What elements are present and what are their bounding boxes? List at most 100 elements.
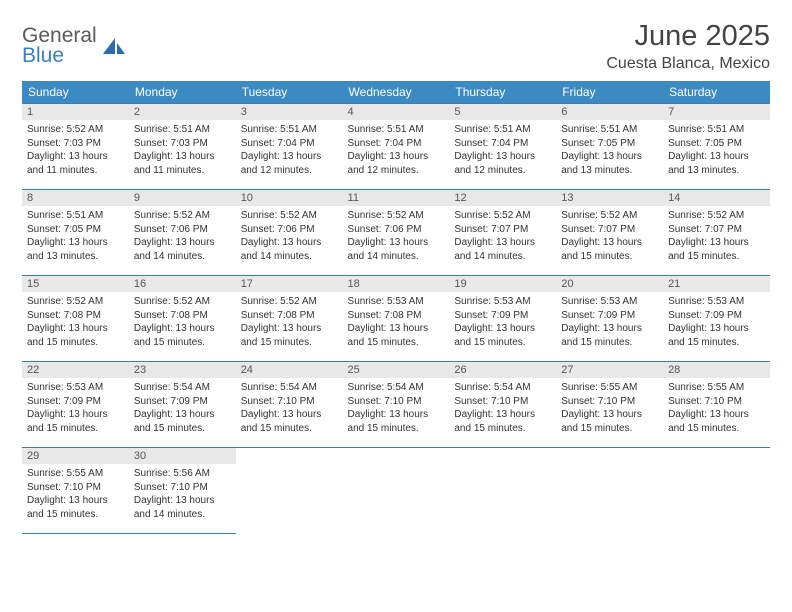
day-number: 3 xyxy=(236,104,343,120)
calendar-cell: 22Sunrise: 5:53 AMSunset: 7:09 PMDayligh… xyxy=(22,362,129,448)
title-block: June 2025 Cuesta Blanca, Mexico xyxy=(606,20,770,73)
day-number: 6 xyxy=(556,104,663,120)
calendar-cell: 17Sunrise: 5:52 AMSunset: 7:08 PMDayligh… xyxy=(236,276,343,362)
calendar-cell: 1Sunrise: 5:52 AMSunset: 7:03 PMDaylight… xyxy=(22,104,129,190)
logo-line2: Blue xyxy=(22,44,64,67)
calendar-cell: 25Sunrise: 5:54 AMSunset: 7:10 PMDayligh… xyxy=(343,362,450,448)
calendar-row: 22Sunrise: 5:53 AMSunset: 7:09 PMDayligh… xyxy=(22,362,770,448)
day-details: Sunrise: 5:51 AMSunset: 7:04 PMDaylight:… xyxy=(449,120,556,181)
day-details: Sunrise: 5:53 AMSunset: 7:09 PMDaylight:… xyxy=(556,292,663,353)
day-number: 30 xyxy=(129,448,236,464)
calendar-cell: 23Sunrise: 5:54 AMSunset: 7:09 PMDayligh… xyxy=(129,362,236,448)
weekday-header: Saturday xyxy=(663,81,770,104)
day-number: 7 xyxy=(663,104,770,120)
day-number: 25 xyxy=(343,362,450,378)
day-details: Sunrise: 5:55 AMSunset: 7:10 PMDaylight:… xyxy=(22,464,129,525)
day-details: Sunrise: 5:51 AMSunset: 7:04 PMDaylight:… xyxy=(236,120,343,181)
day-details: Sunrise: 5:51 AMSunset: 7:05 PMDaylight:… xyxy=(663,120,770,181)
day-details: Sunrise: 5:52 AMSunset: 7:08 PMDaylight:… xyxy=(129,292,236,353)
day-details: Sunrise: 5:53 AMSunset: 7:09 PMDaylight:… xyxy=(663,292,770,353)
logo-text: General Blue xyxy=(22,26,97,66)
calendar-row: 15Sunrise: 5:52 AMSunset: 7:08 PMDayligh… xyxy=(22,276,770,362)
weekday-header: Sunday xyxy=(22,81,129,104)
day-number: 29 xyxy=(22,448,129,464)
calendar-cell: 19Sunrise: 5:53 AMSunset: 7:09 PMDayligh… xyxy=(449,276,556,362)
day-number: 18 xyxy=(343,276,450,292)
calendar-cell: 21Sunrise: 5:53 AMSunset: 7:09 PMDayligh… xyxy=(663,276,770,362)
calendar-cell: 7Sunrise: 5:51 AMSunset: 7:05 PMDaylight… xyxy=(663,104,770,190)
calendar-cell: 10Sunrise: 5:52 AMSunset: 7:06 PMDayligh… xyxy=(236,190,343,276)
weekday-header: Wednesday xyxy=(343,81,450,104)
day-number: 12 xyxy=(449,190,556,206)
logo-sail-icon xyxy=(101,36,127,58)
calendar-cell xyxy=(449,448,556,534)
calendar-body: 1Sunrise: 5:52 AMSunset: 7:03 PMDaylight… xyxy=(22,104,770,534)
day-number: 4 xyxy=(343,104,450,120)
weekday-header: Tuesday xyxy=(236,81,343,104)
day-number: 27 xyxy=(556,362,663,378)
day-details: Sunrise: 5:52 AMSunset: 7:07 PMDaylight:… xyxy=(556,206,663,267)
calendar-cell: 29Sunrise: 5:55 AMSunset: 7:10 PMDayligh… xyxy=(22,448,129,534)
header: General Blue June 2025 Cuesta Blanca, Me… xyxy=(22,20,770,73)
day-details: Sunrise: 5:55 AMSunset: 7:10 PMDaylight:… xyxy=(556,378,663,439)
calendar-cell: 6Sunrise: 5:51 AMSunset: 7:05 PMDaylight… xyxy=(556,104,663,190)
day-details: Sunrise: 5:53 AMSunset: 7:09 PMDaylight:… xyxy=(22,378,129,439)
calendar-row: 29Sunrise: 5:55 AMSunset: 7:10 PMDayligh… xyxy=(22,448,770,534)
day-details: Sunrise: 5:53 AMSunset: 7:09 PMDaylight:… xyxy=(449,292,556,353)
day-number: 23 xyxy=(129,362,236,378)
day-details: Sunrise: 5:54 AMSunset: 7:10 PMDaylight:… xyxy=(449,378,556,439)
day-number: 28 xyxy=(663,362,770,378)
day-details: Sunrise: 5:52 AMSunset: 7:08 PMDaylight:… xyxy=(236,292,343,353)
day-number: 2 xyxy=(129,104,236,120)
weekday-header: Friday xyxy=(556,81,663,104)
day-number: 21 xyxy=(663,276,770,292)
weekday-header: Thursday xyxy=(449,81,556,104)
calendar-table: SundayMondayTuesdayWednesdayThursdayFrid… xyxy=(22,81,770,534)
day-number: 20 xyxy=(556,276,663,292)
calendar-cell: 13Sunrise: 5:52 AMSunset: 7:07 PMDayligh… xyxy=(556,190,663,276)
calendar-cell: 27Sunrise: 5:55 AMSunset: 7:10 PMDayligh… xyxy=(556,362,663,448)
day-number: 16 xyxy=(129,276,236,292)
day-details: Sunrise: 5:51 AMSunset: 7:03 PMDaylight:… xyxy=(129,120,236,181)
location: Cuesta Blanca, Mexico xyxy=(606,55,770,73)
day-details: Sunrise: 5:54 AMSunset: 7:09 PMDaylight:… xyxy=(129,378,236,439)
logo: General Blue xyxy=(22,20,127,66)
calendar-cell: 11Sunrise: 5:52 AMSunset: 7:06 PMDayligh… xyxy=(343,190,450,276)
page-title: June 2025 xyxy=(606,20,770,53)
calendar-cell: 30Sunrise: 5:56 AMSunset: 7:10 PMDayligh… xyxy=(129,448,236,534)
day-number: 5 xyxy=(449,104,556,120)
calendar-cell: 12Sunrise: 5:52 AMSunset: 7:07 PMDayligh… xyxy=(449,190,556,276)
day-details: Sunrise: 5:52 AMSunset: 7:08 PMDaylight:… xyxy=(22,292,129,353)
day-details: Sunrise: 5:52 AMSunset: 7:06 PMDaylight:… xyxy=(236,206,343,267)
day-details: Sunrise: 5:56 AMSunset: 7:10 PMDaylight:… xyxy=(129,464,236,525)
day-details: Sunrise: 5:52 AMSunset: 7:07 PMDaylight:… xyxy=(663,206,770,267)
day-details: Sunrise: 5:51 AMSunset: 7:05 PMDaylight:… xyxy=(22,206,129,267)
calendar-row: 8Sunrise: 5:51 AMSunset: 7:05 PMDaylight… xyxy=(22,190,770,276)
day-details: Sunrise: 5:55 AMSunset: 7:10 PMDaylight:… xyxy=(663,378,770,439)
day-number: 17 xyxy=(236,276,343,292)
calendar-cell: 8Sunrise: 5:51 AMSunset: 7:05 PMDaylight… xyxy=(22,190,129,276)
calendar-cell: 18Sunrise: 5:53 AMSunset: 7:08 PMDayligh… xyxy=(343,276,450,362)
day-details: Sunrise: 5:52 AMSunset: 7:06 PMDaylight:… xyxy=(129,206,236,267)
calendar-cell: 2Sunrise: 5:51 AMSunset: 7:03 PMDaylight… xyxy=(129,104,236,190)
calendar-cell xyxy=(343,448,450,534)
day-number: 22 xyxy=(22,362,129,378)
calendar-cell: 5Sunrise: 5:51 AMSunset: 7:04 PMDaylight… xyxy=(449,104,556,190)
calendar-cell: 4Sunrise: 5:51 AMSunset: 7:04 PMDaylight… xyxy=(343,104,450,190)
day-details: Sunrise: 5:54 AMSunset: 7:10 PMDaylight:… xyxy=(236,378,343,439)
calendar-cell: 9Sunrise: 5:52 AMSunset: 7:06 PMDaylight… xyxy=(129,190,236,276)
day-details: Sunrise: 5:52 AMSunset: 7:07 PMDaylight:… xyxy=(449,206,556,267)
day-number: 8 xyxy=(22,190,129,206)
day-number: 9 xyxy=(129,190,236,206)
calendar-cell xyxy=(663,448,770,534)
day-number: 24 xyxy=(236,362,343,378)
day-number: 26 xyxy=(449,362,556,378)
day-details: Sunrise: 5:54 AMSunset: 7:10 PMDaylight:… xyxy=(343,378,450,439)
day-details: Sunrise: 5:52 AMSunset: 7:03 PMDaylight:… xyxy=(22,120,129,181)
weekday-header: Monday xyxy=(129,81,236,104)
calendar-cell: 20Sunrise: 5:53 AMSunset: 7:09 PMDayligh… xyxy=(556,276,663,362)
day-number: 13 xyxy=(556,190,663,206)
calendar-cell xyxy=(236,448,343,534)
day-details: Sunrise: 5:51 AMSunset: 7:05 PMDaylight:… xyxy=(556,120,663,181)
day-details: Sunrise: 5:53 AMSunset: 7:08 PMDaylight:… xyxy=(343,292,450,353)
